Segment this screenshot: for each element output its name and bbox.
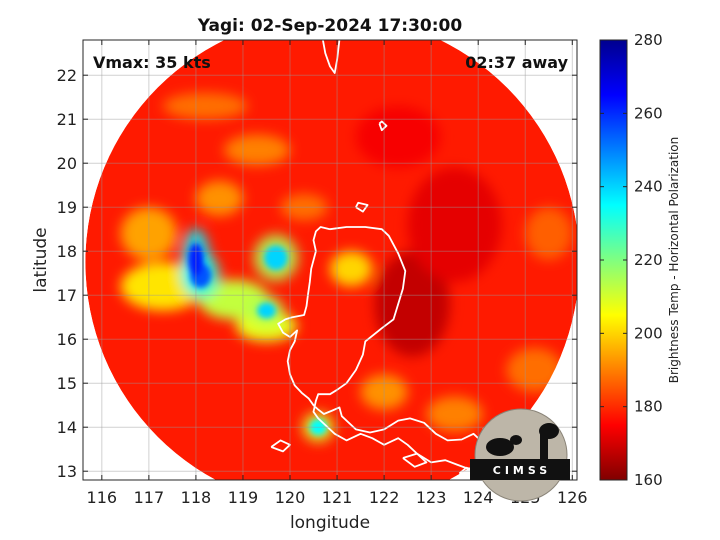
feature-blob-6 bbox=[506, 348, 563, 392]
y-axis-label: latitude bbox=[31, 227, 51, 292]
logo-dish-icon bbox=[486, 438, 514, 456]
colorbar-tick-label-180: 180 bbox=[634, 398, 663, 416]
feature-blob-9 bbox=[195, 180, 243, 216]
y-tick-label-21: 21 bbox=[57, 110, 77, 129]
feature-blob-7 bbox=[224, 134, 291, 166]
feature-blob-10 bbox=[360, 374, 408, 410]
coastline-6 bbox=[402, 452, 428, 468]
feature-blob-18 bbox=[257, 302, 276, 319]
convective-cores bbox=[188, 243, 327, 436]
x-axis-ticks: 116117118119120121122123124125126 bbox=[87, 40, 588, 507]
colorbar-tick-label-160: 160 bbox=[634, 471, 663, 489]
coastline-0 bbox=[277, 226, 484, 475]
axes-box bbox=[82, 39, 578, 481]
y-tick-label-19: 19 bbox=[57, 198, 77, 217]
chart-title: Yagi: 02-Sep-2024 17:30:00 bbox=[197, 16, 463, 36]
y-tick-label-22: 22 bbox=[57, 66, 77, 85]
gridlines bbox=[83, 40, 577, 480]
vmax-annotation: Vmax: 35 kts bbox=[93, 53, 211, 72]
logo-text: CIMSS bbox=[493, 464, 551, 477]
y-tick-label-17: 17 bbox=[57, 286, 77, 305]
x-axis-label: longitude bbox=[290, 513, 370, 533]
y-axis-ticks: 13 14 15 16 17 18 19 20 21 22 bbox=[57, 66, 577, 481]
x-tick-label-122: 122 bbox=[369, 488, 400, 507]
colorbar: 160 180 200 220 240 260 280 Brightness Temp - … bbox=[599, 31, 681, 489]
colorbar-tick-label-200: 200 bbox=[634, 324, 663, 342]
colorbar-tick-label-220: 220 bbox=[634, 251, 663, 269]
x-tick-label-120: 120 bbox=[275, 488, 306, 507]
y-tick-label-18: 18 bbox=[57, 242, 77, 261]
feature-blob-17 bbox=[264, 245, 288, 271]
colorbar-tick-label-260: 260 bbox=[634, 104, 663, 122]
logo-disc bbox=[474, 408, 568, 502]
colorbar-bar bbox=[599, 39, 628, 481]
x-tick-label-121: 121 bbox=[322, 488, 353, 507]
x-tick-label-124: 124 bbox=[463, 488, 494, 507]
feature-blob-11 bbox=[120, 207, 178, 260]
logo-tank-icon bbox=[539, 423, 559, 439]
coastline-3 bbox=[322, 40, 341, 74]
y-tick-label-16: 16 bbox=[57, 330, 77, 349]
y-tick-label-13: 13 bbox=[57, 462, 77, 481]
y-tick-label-15: 15 bbox=[57, 374, 77, 393]
coastline-2 bbox=[355, 201, 369, 213]
feature-blob-3 bbox=[525, 207, 573, 260]
x-tick-label-119: 119 bbox=[228, 488, 259, 507]
logo-banner bbox=[470, 459, 570, 480]
x-tick-label-123: 123 bbox=[416, 488, 447, 507]
y-tick-label-20: 20 bbox=[57, 154, 77, 173]
x-tick-label-126: 126 bbox=[557, 488, 588, 507]
feature-blob-12 bbox=[330, 251, 373, 287]
colorbar-ticks: 160 180 200 220 240 260 280 bbox=[600, 31, 663, 489]
feature-blob-1 bbox=[407, 167, 502, 282]
x-tick-label-116: 116 bbox=[87, 488, 118, 507]
logo-dish-small-icon bbox=[510, 435, 522, 445]
swath-layer bbox=[85, 40, 577, 480]
feature-blob-2 bbox=[355, 106, 441, 168]
colorbar-tick-label-240: 240 bbox=[634, 178, 663, 196]
cimss-logo: CIMSS bbox=[470, 408, 570, 502]
feature-blob-4 bbox=[162, 92, 248, 120]
colorbar-label: Brightness Temp - Horizontal Polarizatio… bbox=[667, 137, 681, 384]
feature-blob-0 bbox=[374, 251, 450, 357]
y-tick-label-14: 14 bbox=[57, 418, 77, 437]
logo-tower-icon bbox=[540, 433, 548, 459]
x-tick-label-117: 117 bbox=[134, 488, 165, 507]
feature-blob-5 bbox=[280, 194, 328, 221]
time-away-annotation: 02:37 away bbox=[465, 53, 568, 72]
feature-blob-8 bbox=[426, 396, 483, 432]
x-tick-label-118: 118 bbox=[181, 488, 212, 507]
colorbar-tick-label-280: 280 bbox=[634, 31, 663, 49]
feature-blob-20 bbox=[188, 243, 204, 277]
coastline-1 bbox=[378, 120, 388, 132]
coastline-4 bbox=[270, 439, 291, 453]
convective-features bbox=[120, 92, 573, 443]
